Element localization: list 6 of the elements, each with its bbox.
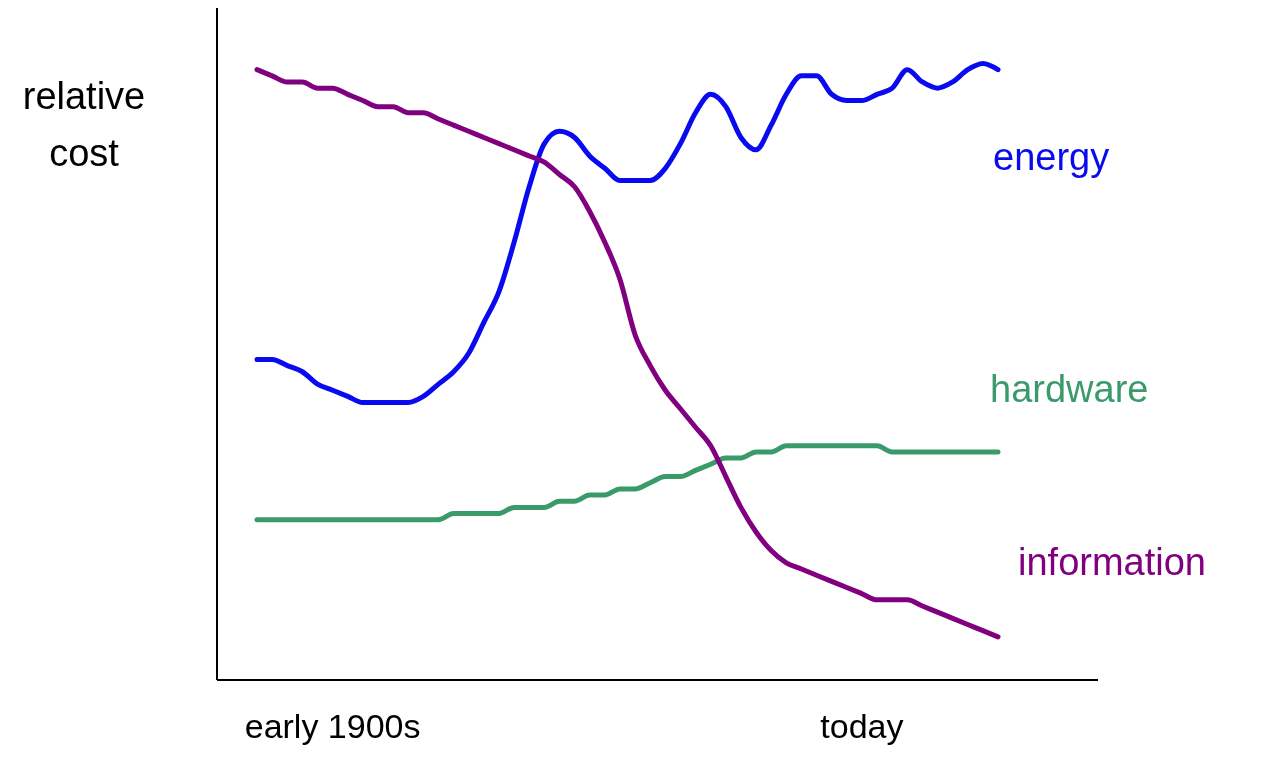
- x-tick-label: today: [820, 707, 904, 746]
- series-label: energy: [993, 135, 1110, 178]
- series-label: information: [1018, 540, 1206, 583]
- x-tick-label: early 1900s: [244, 707, 421, 746]
- y-axis-title: relative cost: [21, 74, 147, 176]
- series-label: hardware: [990, 367, 1149, 410]
